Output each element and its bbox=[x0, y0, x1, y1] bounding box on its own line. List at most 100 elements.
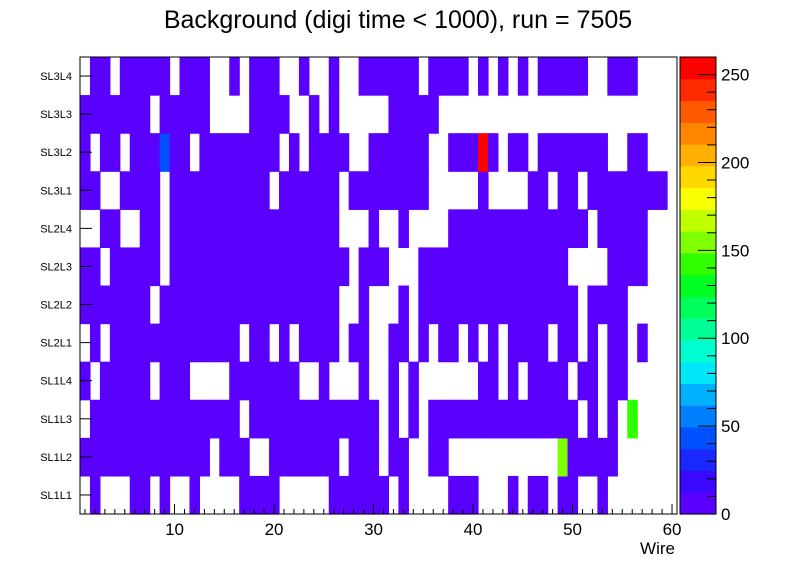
heatmap-cell-sl2l2-wire-53 bbox=[597, 285, 608, 325]
heatmap-cell-sl1l4-wire-7 bbox=[139, 361, 151, 401]
heatmap-cell-sl3l2-wire-48 bbox=[547, 133, 559, 172]
y-tick-label-sl1l4: SL1L4 bbox=[40, 376, 72, 388]
heatmap-cell-sl3l1-wire-12 bbox=[189, 171, 200, 210]
heatmap-cell-sl1l2-wire-15 bbox=[219, 437, 230, 477]
color-scale-band-8 bbox=[680, 318, 716, 341]
color-scale-band-2 bbox=[680, 448, 716, 472]
heatmap-cell-sl3l3-wire-34 bbox=[408, 95, 419, 134]
color-scale-bar: 0 50 100 150 200 250 bbox=[679, 56, 749, 524]
heatmap-cell-sl2l4-wire-17 bbox=[239, 209, 250, 249]
heatmap-cell-sl1l3-wire-41 bbox=[478, 399, 489, 439]
color-scale-band-6 bbox=[680, 361, 716, 385]
color-scale-band-11 bbox=[680, 252, 716, 276]
heatmap-cell-sl1l1-wire-2 bbox=[89, 475, 101, 515]
heatmap-cell-sl1l4-wire-49 bbox=[557, 361, 569, 401]
heatmap-cell-sl2l2-wire-9 bbox=[159, 285, 171, 325]
heatmap-cell-sl2l4-wire-53 bbox=[597, 209, 608, 249]
heatmap-cell-sl3l1-wire-55 bbox=[617, 171, 628, 210]
heatmap-cell-sl3l1-wire-17 bbox=[239, 171, 250, 210]
heatmap-cell-sl3l4-wire-41 bbox=[478, 57, 489, 96]
heatmap-cell-sl3l2-wire-6 bbox=[129, 133, 141, 172]
x-tick-label-20: 20 bbox=[265, 520, 284, 539]
heatmap-cell-sl1l4-wire-29 bbox=[358, 361, 370, 401]
heatmap-cell-sl1l2-wire-50 bbox=[567, 437, 579, 477]
heatmap-cell-sl2l1-wire-35 bbox=[418, 323, 429, 363]
heatmap-cell-sl1l4-wire-34 bbox=[408, 361, 419, 401]
heatmap-cell-sl3l4-wire-38 bbox=[448, 57, 459, 96]
heatmap-cell-sl2l2-wire-5 bbox=[119, 285, 131, 325]
heatmap-cell-sl1l1-wire-26 bbox=[328, 475, 340, 515]
heatmap-cell-sl2l1-wire-32 bbox=[388, 323, 399, 363]
heatmap-cell-sl2l2-wire-50 bbox=[567, 285, 579, 325]
heatmap-cell-sl3l4-wire-32 bbox=[388, 57, 399, 96]
heatmap-cell-sl2l3-wire-15 bbox=[219, 247, 230, 287]
heatmap-cell-sl2l3-wire-16 bbox=[229, 247, 240, 287]
heatmap-cell-sl3l4-wire-8 bbox=[149, 57, 161, 96]
heatmap-cell-sl1l4-wire-54 bbox=[607, 361, 618, 401]
heatmap-cell-sl1l1-wire-19 bbox=[259, 475, 270, 515]
heatmap-cell-sl2l2-wire-37 bbox=[438, 285, 449, 325]
heatmap-cell-sl3l4-wire-31 bbox=[378, 57, 390, 96]
heatmap-cell-sl2l2-wire-14 bbox=[209, 285, 220, 325]
heatmap-cell-sl1l3-wire-18 bbox=[249, 399, 260, 439]
heatmap-cell-sl2l2-wire-15 bbox=[219, 285, 230, 325]
heatmap-cell-sl1l4-wire-51 bbox=[577, 361, 589, 401]
heatmap-cell-sl3l2-wire-20 bbox=[269, 133, 280, 172]
heatmap-cell-sl2l4-wire-54 bbox=[607, 209, 618, 249]
heatmap-cell-sl2l4-wire-45 bbox=[517, 209, 529, 249]
heatmap-cell-sl3l4-wire-11 bbox=[179, 57, 191, 96]
heatmap-cell-sl3l1-wire-32 bbox=[388, 171, 399, 210]
heatmap-cell-sl2l3-wire-25 bbox=[318, 247, 330, 287]
heatmap-cell-sl3l2-wire-41 bbox=[478, 133, 489, 172]
heatmap-cell-sl1l1-wire-47 bbox=[537, 475, 549, 515]
heatmap-cell-sl3l1-wire-23 bbox=[298, 171, 310, 210]
heatmap-cell-sl3l2-wire-27 bbox=[338, 133, 350, 172]
heatmap-cell-sl1l4-wire-52 bbox=[587, 361, 598, 401]
heatmap-cell-sl1l1-wire-38 bbox=[448, 475, 459, 515]
heatmap-cell-sl2l2-wire-24 bbox=[308, 285, 320, 325]
heatmap-cell-sl3l4-wire-51 bbox=[577, 57, 589, 96]
heatmap-cell-sl3l1-wire-11 bbox=[179, 171, 191, 210]
heatmap-cell-sl3l1-wire-41 bbox=[478, 171, 489, 210]
heatmap-cell-sl1l1-wire-39 bbox=[458, 475, 469, 515]
heatmap-cell-sl1l3-wire-3 bbox=[99, 399, 111, 439]
heatmap-cell-sl3l3-wire-7 bbox=[139, 95, 151, 134]
heatmap-cell-sl3l3-wire-35 bbox=[418, 95, 429, 134]
heatmap-cell-sl1l3-wire-19 bbox=[259, 399, 270, 439]
heatmap-cell-sl3l2-wire-57 bbox=[637, 133, 648, 172]
heatmap-cell-sl2l1-wire-11 bbox=[179, 323, 191, 363]
heatmap-cell-sl2l3-wire-24 bbox=[308, 247, 320, 287]
heatmap-cell-sl2l4-wire-38 bbox=[448, 209, 459, 249]
heatmap-cell-sl2l3-wire-54 bbox=[607, 247, 618, 287]
heatmap-cell-sl3l4-wire-7 bbox=[139, 57, 151, 96]
heatmap-cell-sl1l3-wire-39 bbox=[458, 399, 469, 439]
heatmap-cell-sl1l1-wire-9 bbox=[159, 475, 171, 515]
heatmap-cell-sl3l2-wire-7 bbox=[139, 133, 151, 172]
heatmap-cell-sl3l4-wire-56 bbox=[627, 57, 638, 96]
heatmap-cell-sl2l4-wire-18 bbox=[249, 209, 260, 249]
heatmap-cell-sl3l4-wire-33 bbox=[398, 57, 409, 96]
heatmap-cell-sl2l2-wire-4 bbox=[109, 285, 121, 325]
heatmap-cell-sl2l3-wire-55 bbox=[617, 247, 628, 287]
heatmap-cell-sl3l2-wire-42 bbox=[487, 133, 499, 172]
heatmap-cell-sl3l1-wire-14 bbox=[209, 171, 220, 210]
heatmap-cell-sl2l3-wire-45 bbox=[517, 247, 529, 287]
heatmap-cell-sl2l3-wire-22 bbox=[288, 247, 300, 287]
heatmap-cell-sl2l1-wire-23 bbox=[298, 323, 310, 363]
heatmap-cell-sl1l2-wire-21 bbox=[279, 437, 290, 477]
heatmap-cell-sl1l3-wire-16 bbox=[229, 399, 240, 439]
heatmap-cell-sl3l4-wire-36 bbox=[428, 57, 439, 96]
heatmap-cell-sl3l3-wire-33 bbox=[398, 95, 409, 134]
heatmap-cell-sl2l4-wire-41 bbox=[478, 209, 489, 249]
heatmap-cell-sl1l4-wire-9 bbox=[159, 361, 171, 401]
heatmap-cell-sl2l3-wire-13 bbox=[199, 247, 210, 287]
heatmap-cell-sl3l2-wire-30 bbox=[368, 133, 380, 172]
heatmap-cell-sl2l4-wire-26 bbox=[328, 209, 340, 249]
heatmap-cell-sl1l3-wire-11 bbox=[179, 399, 191, 439]
heatmap-cell-sl2l4-wire-19 bbox=[259, 209, 270, 249]
heatmap-cell-sl2l3-wire-43 bbox=[497, 247, 509, 287]
heatmap-cell-sl2l3-wire-44 bbox=[507, 247, 519, 287]
heatmap-cell-sl1l2-wire-30 bbox=[368, 437, 380, 477]
y-tick-label-sl3l1: SL3L1 bbox=[40, 185, 72, 197]
